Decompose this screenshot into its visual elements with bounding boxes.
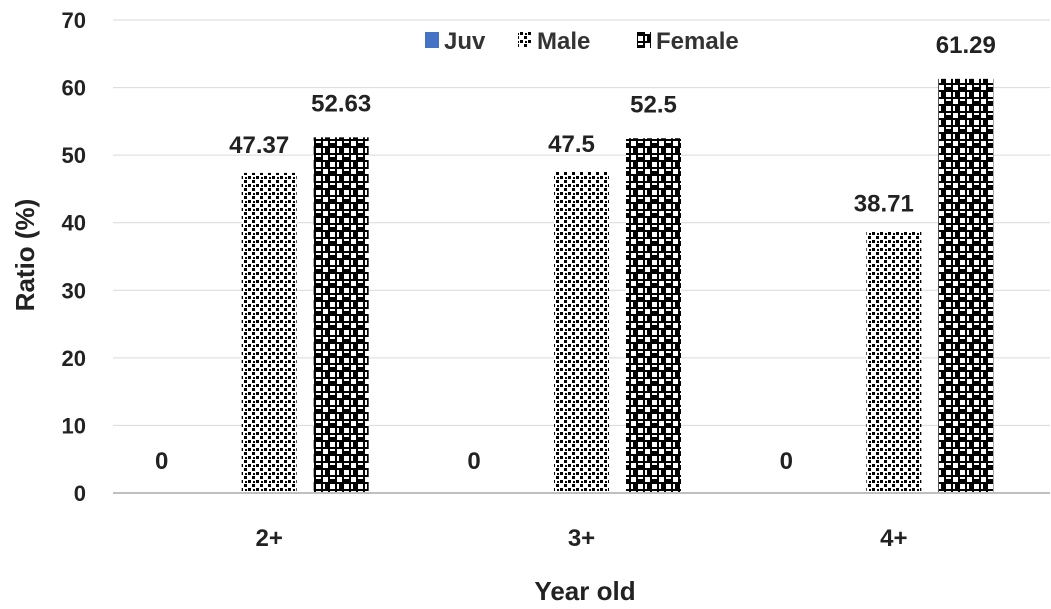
bar-male-2+ <box>241 172 297 494</box>
y-tick-label: 40 <box>62 211 86 236</box>
legend: Juv Male Female <box>425 28 739 55</box>
x-axis-title: Year old <box>534 576 635 606</box>
x-tick-label: 2+ <box>255 525 282 552</box>
y-tick-label: 10 <box>62 413 86 438</box>
data-label-female: 52.5 <box>630 91 677 118</box>
bar-male-4+ <box>866 231 922 493</box>
data-label-juv: 0 <box>467 448 480 475</box>
y-axis-title: Ratio (%) <box>10 199 40 312</box>
y-axis-ticks: 0 10 20 30 40 50 60 70 <box>62 8 86 506</box>
x-tick-label: 3+ <box>568 525 595 552</box>
legend-swatch <box>425 32 439 48</box>
legend-label: Juv <box>444 28 486 55</box>
legend-item-female: Female <box>637 28 739 55</box>
data-label-male: 47.5 <box>548 131 595 158</box>
y-tick-label: 60 <box>62 76 86 101</box>
legend-swatch <box>518 32 532 48</box>
bar-female-4+ <box>938 78 994 494</box>
legend-label: Female <box>656 28 739 55</box>
data-label-female: 61.29 <box>936 32 996 59</box>
legend-item-male: Male <box>518 28 590 55</box>
bar-female-2+ <box>313 137 369 493</box>
legend-label: Male <box>537 28 590 55</box>
bars <box>241 78 994 494</box>
y-tick-label: 30 <box>62 278 86 303</box>
data-label-male: 47.37 <box>229 132 289 159</box>
legend-swatch <box>637 32 651 48</box>
legend-item-juv: Juv <box>425 28 486 55</box>
y-tick-label: 50 <box>62 143 86 168</box>
bar-male-3+ <box>554 172 609 494</box>
y-tick-label: 20 <box>62 346 86 371</box>
x-axis-ticks: 2+ 3+ 4+ <box>255 525 907 552</box>
data-label-juv: 0 <box>780 448 793 475</box>
data-label-male: 38.71 <box>854 190 914 217</box>
data-label-juv: 0 <box>155 448 168 475</box>
x-tick-label: 4+ <box>880 525 907 552</box>
data-label-female: 52.63 <box>311 90 371 117</box>
y-tick-label: 0 <box>74 481 86 506</box>
data-labels: 0 47.37 52.63 0 47.5 52.5 0 38.71 61.29 <box>155 32 996 475</box>
y-tick-label: 70 <box>62 8 86 33</box>
bar-female-3+ <box>626 138 681 493</box>
